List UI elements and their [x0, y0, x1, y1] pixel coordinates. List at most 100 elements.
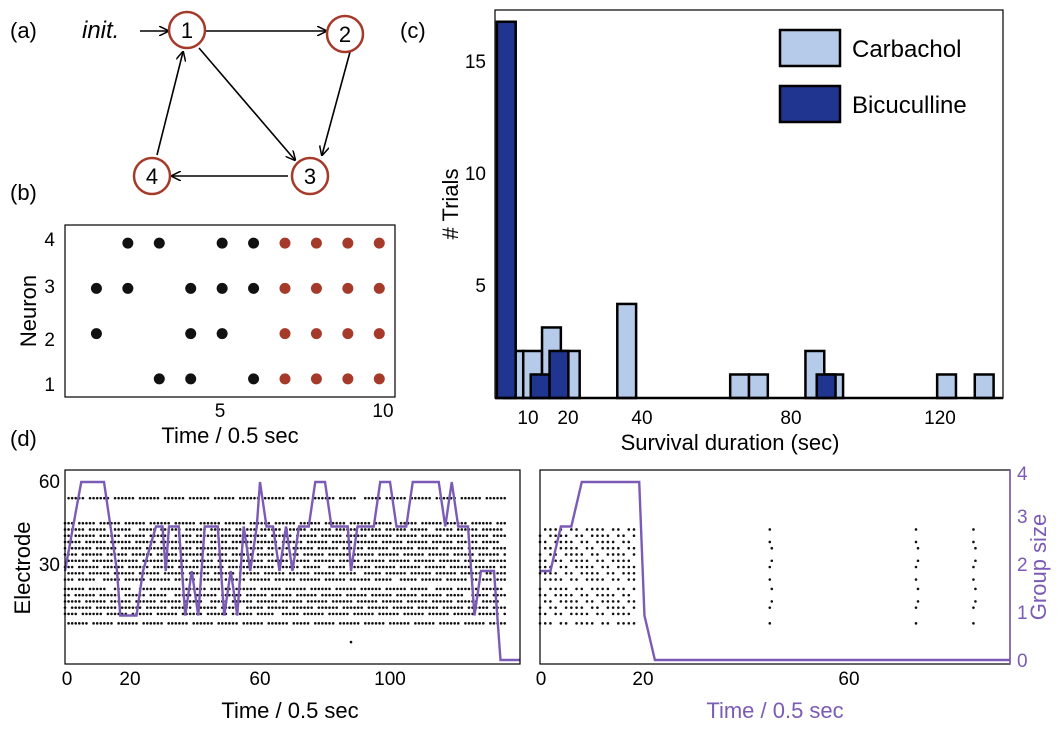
spike-dot — [492, 540, 496, 544]
spike-dot — [99, 600, 103, 603]
spike-dot — [453, 606, 456, 609]
spike-dot — [353, 565, 356, 569]
spike-dot — [67, 622, 70, 625]
spike-dot — [632, 606, 636, 609]
spike-dot — [360, 606, 364, 609]
spike-dot — [410, 612, 414, 616]
spike-dot — [456, 559, 460, 563]
spike-dot — [231, 612, 235, 616]
spike-dot — [446, 559, 449, 563]
spike-dot — [235, 528, 238, 531]
spike-dot — [489, 540, 492, 544]
spike-dot — [192, 521, 195, 525]
spike-dot — [435, 496, 439, 500]
spike-dot — [611, 600, 615, 603]
spike-dot — [242, 578, 246, 581]
spike-dot — [439, 622, 442, 625]
spike-dot — [120, 540, 124, 544]
spike-dot — [260, 600, 263, 603]
spike-dot — [210, 622, 213, 625]
spike-dot — [188, 606, 192, 609]
spike-dot — [564, 600, 568, 603]
spike-dot — [303, 546, 306, 550]
spike-dot — [163, 578, 167, 581]
spike-dot — [203, 587, 206, 591]
spike-dot — [113, 612, 117, 616]
spike-dot — [249, 612, 253, 616]
spike-dot — [156, 565, 160, 569]
spike-dot — [288, 600, 292, 603]
spike-dot — [601, 600, 604, 603]
spike-dot — [410, 546, 414, 550]
spike-dot — [374, 534, 378, 538]
spike-dot — [217, 612, 221, 616]
spike-dot — [570, 593, 573, 597]
spike-dot — [378, 622, 381, 625]
spike-dot — [328, 559, 331, 563]
spike-dot — [353, 622, 356, 625]
spike-dot — [611, 559, 615, 563]
spike-dot — [417, 565, 421, 569]
spike-dot — [317, 546, 321, 550]
spike-dot — [338, 612, 342, 616]
spike-dot — [92, 559, 95, 563]
spike-dot — [138, 540, 142, 544]
spike-dot — [403, 622, 406, 625]
spike-dot — [417, 528, 421, 531]
spike-dot — [364, 600, 367, 603]
spike-dot — [346, 622, 349, 625]
spike-dot — [342, 546, 346, 550]
spike-dot — [622, 593, 625, 597]
spike-dot — [914, 606, 918, 609]
spike-dot — [406, 540, 410, 544]
spike-dot — [296, 606, 299, 609]
spike-dot — [231, 559, 235, 563]
spike-dot — [442, 540, 446, 544]
spike-dot — [149, 606, 153, 609]
spike-dot — [70, 553, 74, 556]
spike-dot — [142, 600, 145, 603]
spike-dot — [456, 528, 460, 531]
spike-dot — [972, 540, 975, 544]
spike-dot — [385, 600, 389, 603]
spike-dot — [131, 571, 135, 575]
spike-dot — [414, 593, 417, 597]
spike-dot — [249, 528, 253, 531]
spike-dot — [378, 587, 381, 591]
spike-dot — [256, 578, 260, 581]
spike-dot — [221, 534, 224, 538]
spike-dot — [356, 606, 360, 609]
spike-dot — [392, 612, 396, 616]
spike-dot — [306, 534, 310, 538]
spike-dot — [70, 587, 74, 591]
spike-dot — [417, 553, 421, 556]
spike-dot — [113, 593, 117, 597]
spike-dot — [349, 606, 353, 609]
spike-dot — [406, 534, 410, 538]
spike-dot — [149, 521, 153, 525]
spike-dot — [224, 559, 228, 563]
spike-dot — [163, 528, 167, 531]
spike-dot — [103, 540, 106, 544]
spike-dot — [456, 553, 460, 556]
spike-dot — [88, 553, 92, 556]
spike-dot — [916, 600, 920, 603]
spike-dot — [627, 600, 631, 603]
spike-dot — [456, 587, 460, 591]
spike-dot — [313, 559, 317, 563]
spike-dot — [503, 622, 507, 625]
spike-dot — [85, 612, 88, 616]
spike-dot — [231, 496, 235, 500]
spike-dot — [585, 571, 589, 575]
spike-dot — [471, 622, 474, 625]
dl-ytick-30: 30 — [39, 555, 60, 576]
spike-dot — [389, 528, 392, 531]
spike-dot — [206, 565, 210, 569]
c-xlabel: Survival duration (sec) — [621, 430, 840, 455]
edge-2-3 — [322, 51, 351, 155]
spike-dot — [170, 553, 174, 556]
spike-dot — [632, 534, 636, 538]
spike-dot — [135, 600, 138, 603]
spike-dot — [575, 553, 578, 556]
spike-dot — [303, 534, 306, 538]
